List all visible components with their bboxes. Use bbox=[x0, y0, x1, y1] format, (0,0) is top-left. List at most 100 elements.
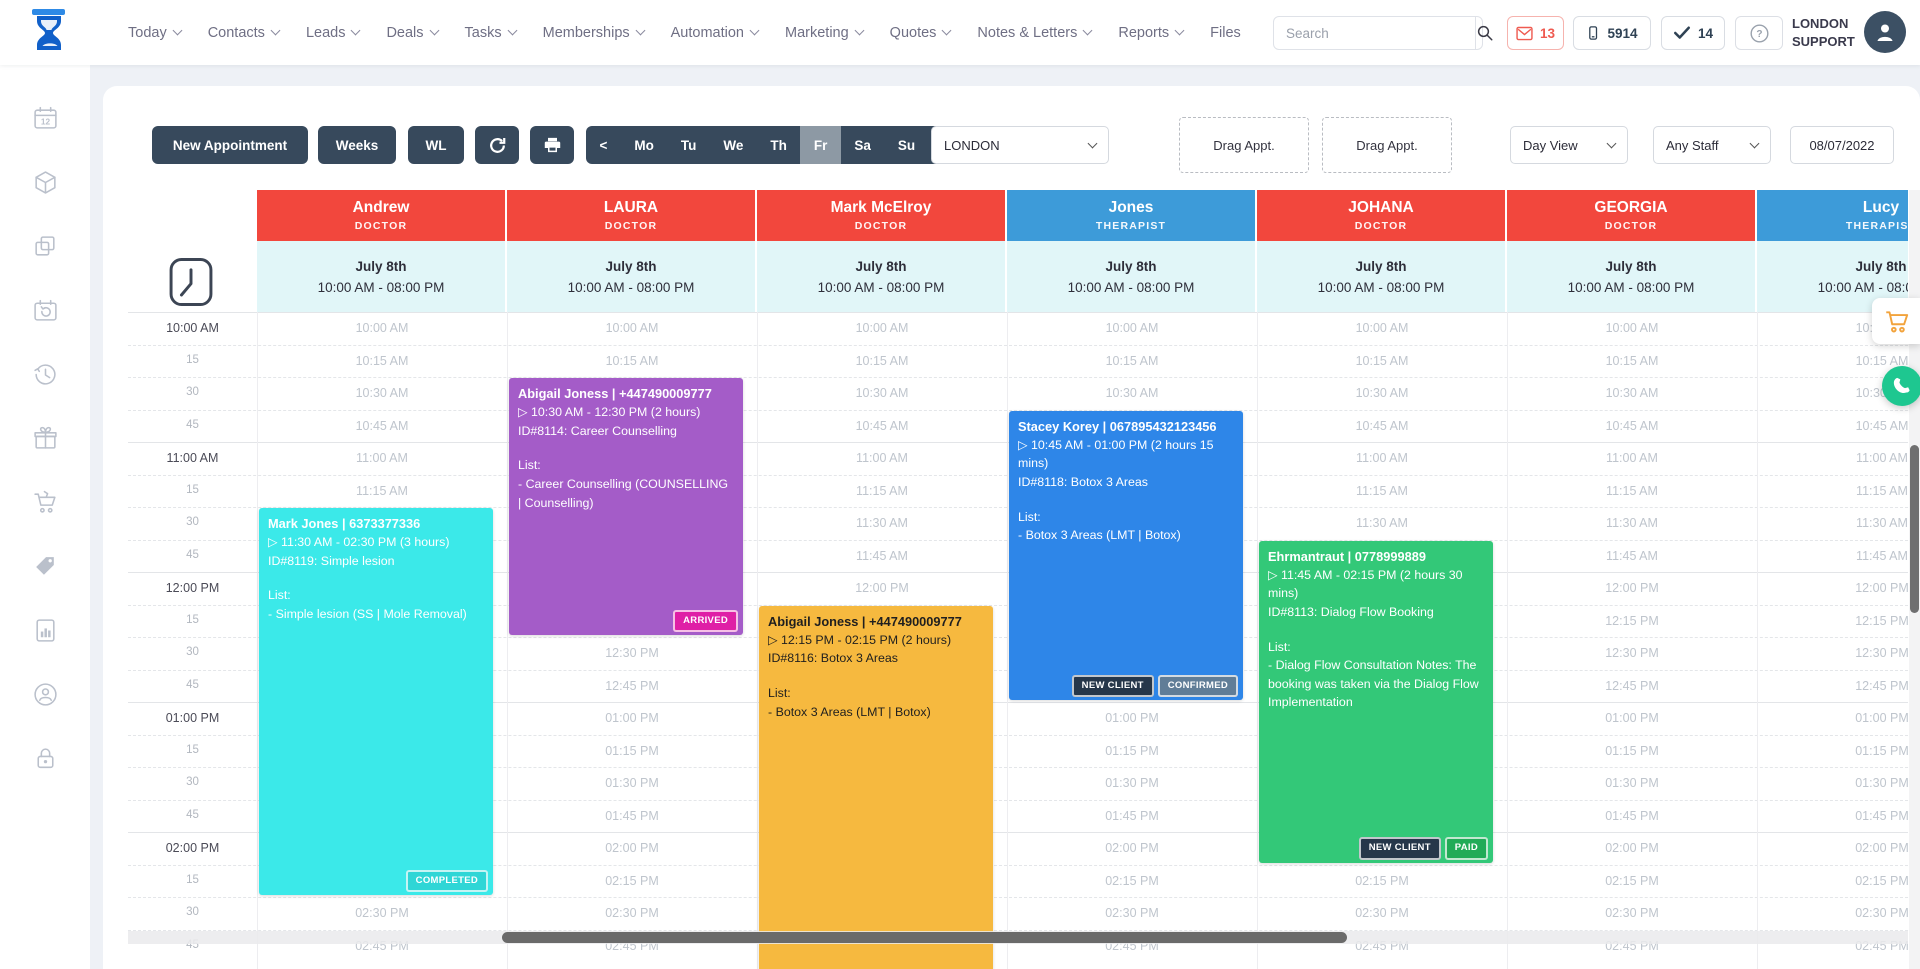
nav-item-automation[interactable]: Automation bbox=[671, 25, 760, 41]
price-tag-icon[interactable] bbox=[32, 553, 59, 580]
time-slot[interactable]: 01:15 PM bbox=[1605, 743, 1659, 758]
time-slot[interactable]: 11:15 AM bbox=[1856, 483, 1908, 498]
time-slot[interactable]: 12:30 PM bbox=[1605, 646, 1659, 660]
time-slot[interactable]: 10:30 AM bbox=[1605, 386, 1659, 400]
cart-icon[interactable] bbox=[32, 489, 59, 516]
time-slot[interactable]: 01:00 PM bbox=[1855, 711, 1908, 725]
time-slot[interactable]: 02:15 PM bbox=[1855, 873, 1908, 888]
time-slot[interactable]: 11:45 AM bbox=[1606, 548, 1658, 563]
weeks-button[interactable]: Weeks bbox=[318, 126, 396, 164]
time-slot[interactable]: 10:15 AM bbox=[1605, 353, 1659, 368]
time-slot[interactable]: 10:15 AM bbox=[1105, 353, 1159, 368]
nav-item-tasks[interactable]: Tasks bbox=[465, 25, 518, 41]
time-slot[interactable]: 10:00 AM bbox=[1355, 321, 1409, 335]
time-slot[interactable]: 10:00 AM bbox=[605, 321, 659, 335]
time-slot[interactable]: 12:00 PM bbox=[1605, 581, 1659, 595]
time-slot[interactable]: 10:45 AM bbox=[355, 418, 409, 433]
appointment-block[interactable]: Ehrmantraut | 0778999889 ▷︎ 11:45 AM - 02… bbox=[1259, 540, 1493, 863]
time-slot[interactable]: 12:15 PM bbox=[1605, 613, 1659, 628]
package-icon[interactable] bbox=[32, 169, 59, 196]
drag-appointment-slot-2[interactable]: Drag Appt. bbox=[1322, 117, 1452, 173]
day-th-button[interactable]: Th bbox=[770, 137, 787, 153]
day-we-button[interactable]: We bbox=[723, 137, 744, 153]
view-select[interactable]: Day View bbox=[1510, 126, 1628, 164]
gift-icon[interactable] bbox=[32, 425, 59, 452]
date-picker[interactable]: 08/07/2022 bbox=[1790, 126, 1894, 164]
cart-widget-button[interactable] bbox=[1872, 298, 1920, 344]
help-button[interactable]: ? bbox=[1735, 16, 1783, 50]
nav-item-notes-letters[interactable]: Notes & Letters bbox=[977, 25, 1093, 41]
time-slot[interactable]: 11:00 AM bbox=[1856, 451, 1908, 465]
appointment-block[interactable]: Stacey Korey | 067895432123456 ▷︎ 10:45 A… bbox=[1009, 410, 1243, 700]
appointment-block[interactable]: Mark Jones | 6373377336 ▷︎ 11:30 AM - 02:… bbox=[259, 508, 493, 895]
time-slot[interactable]: 10:45 AM bbox=[855, 418, 909, 433]
time-slot[interactable]: 11:15 AM bbox=[1356, 483, 1408, 498]
location-select[interactable]: LONDON bbox=[931, 126, 1109, 164]
staff-column-header-johana[interactable]: JOHANA DOCTOR bbox=[1257, 190, 1505, 241]
time-slot[interactable]: 12:00 PM bbox=[855, 581, 909, 595]
time-slot[interactable]: 11:30 AM bbox=[1356, 516, 1408, 530]
time-slot[interactable]: 10:45 AM bbox=[1355, 418, 1409, 433]
staff-filter-select[interactable]: Any Staff bbox=[1653, 126, 1771, 164]
refresh-button[interactable] bbox=[475, 126, 519, 164]
time-slot[interactable]: 11:45 AM bbox=[856, 548, 908, 563]
time-slot[interactable]: 02:30 PM bbox=[355, 906, 409, 920]
time-slot[interactable]: 02:30 PM bbox=[1355, 906, 1409, 920]
time-slot[interactable]: 11:45 AM bbox=[1856, 548, 1908, 563]
time-slot[interactable]: 01:45 PM bbox=[1105, 808, 1159, 823]
phone-widget-button[interactable] bbox=[1882, 366, 1920, 406]
time-slot[interactable]: 12:30 PM bbox=[605, 646, 659, 660]
time-slot[interactable]: 01:00 PM bbox=[605, 711, 659, 725]
history-icon[interactable] bbox=[32, 361, 59, 388]
nav-item-contacts[interactable]: Contacts bbox=[208, 25, 281, 41]
staff-column-header-andrew[interactable]: Andrew DOCTOR bbox=[257, 190, 505, 241]
time-slot[interactable]: 01:30 PM bbox=[1855, 776, 1908, 790]
time-slot[interactable]: 10:00 AM bbox=[855, 321, 909, 335]
time-slot[interactable]: 10:15 AM bbox=[1855, 353, 1908, 368]
time-slot[interactable]: 10:45 AM bbox=[1855, 418, 1908, 433]
time-slot[interactable]: 01:45 PM bbox=[1855, 808, 1908, 823]
time-slot[interactable]: 10:00 AM bbox=[1605, 321, 1659, 335]
user-avatar[interactable] bbox=[1864, 11, 1906, 53]
calendar-icon[interactable]: 12 bbox=[32, 105, 59, 132]
print-button[interactable] bbox=[530, 126, 574, 164]
drag-appointment-slot-1[interactable]: Drag Appt. bbox=[1179, 117, 1309, 173]
vertical-scrollbar-thumb[interactable] bbox=[1910, 445, 1919, 613]
day-sa-button[interactable]: Sa bbox=[854, 137, 871, 153]
time-slot[interactable]: 10:15 AM bbox=[1355, 353, 1409, 368]
nav-item-deals[interactable]: Deals bbox=[386, 25, 439, 41]
time-slot[interactable]: 02:00 PM bbox=[1105, 841, 1159, 855]
nav-item-reports[interactable]: Reports bbox=[1118, 25, 1185, 41]
horizontal-scrollbar[interactable] bbox=[128, 931, 1908, 944]
time-slot[interactable]: 11:30 AM bbox=[1856, 516, 1908, 530]
nav-item-leads[interactable]: Leads bbox=[306, 25, 361, 41]
time-slot[interactable]: 10:15 AM bbox=[855, 353, 909, 368]
time-slot[interactable]: 02:00 PM bbox=[605, 841, 659, 855]
time-slot[interactable]: 02:30 PM bbox=[1605, 906, 1659, 920]
time-slot[interactable]: 02:15 PM bbox=[1105, 873, 1159, 888]
time-slot[interactable]: 01:15 PM bbox=[605, 743, 659, 758]
time-slot[interactable]: 10:30 AM bbox=[355, 386, 409, 400]
staff-column-header-laura[interactable]: LAURA DOCTOR bbox=[507, 190, 755, 241]
booking-calendar-icon[interactable] bbox=[32, 297, 59, 324]
time-slot[interactable]: 10:45 AM bbox=[1605, 418, 1659, 433]
time-slot[interactable]: 12:45 PM bbox=[605, 678, 659, 693]
time-slot[interactable]: 02:30 PM bbox=[1855, 906, 1908, 920]
time-slot[interactable]: 10:30 AM bbox=[1105, 386, 1159, 400]
time-slot[interactable]: 02:00 PM bbox=[1855, 841, 1908, 855]
time-slot[interactable]: 11:00 AM bbox=[1606, 451, 1658, 465]
time-slot[interactable]: 01:15 PM bbox=[1105, 743, 1159, 758]
time-slot[interactable]: 11:30 AM bbox=[856, 516, 908, 530]
day-su-button[interactable]: Su bbox=[897, 137, 916, 153]
nav-item-memberships[interactable]: Memberships bbox=[543, 25, 646, 41]
time-slot[interactable]: 01:15 PM bbox=[1855, 743, 1908, 758]
appointment-block[interactable]: Abigail Joness | +447490009777 ▷︎ 12:15 P… bbox=[759, 605, 993, 969]
time-slot[interactable]: 10:30 AM bbox=[855, 386, 909, 400]
copy-icon[interactable] bbox=[32, 233, 59, 260]
time-slot[interactable]: 01:30 PM bbox=[605, 776, 659, 790]
time-slot[interactable]: 02:00 PM bbox=[1605, 841, 1659, 855]
search-input[interactable] bbox=[1274, 17, 1475, 49]
time-slot[interactable]: 11:15 AM bbox=[1606, 483, 1658, 498]
time-slot[interactable]: 02:30 PM bbox=[1105, 906, 1159, 920]
time-slot[interactable]: 10:00 AM bbox=[1105, 321, 1159, 335]
